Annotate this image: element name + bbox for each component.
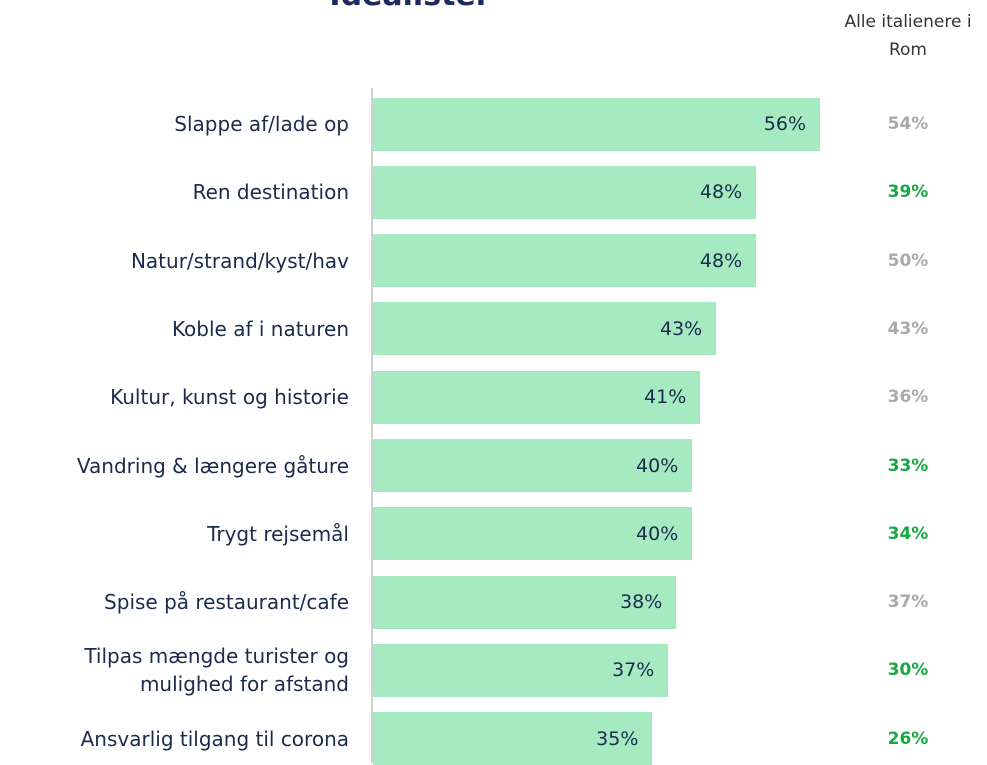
bar-value-label: 35%: [596, 727, 639, 750]
category-label: Ren destination: [192, 180, 349, 205]
bar-value-label: 43%: [659, 317, 703, 340]
comparison-label: 39%: [887, 182, 929, 203]
category-label: Vandring & længere gåture: [76, 453, 349, 478]
bar: [373, 302, 717, 356]
chart-title: Idealister: [260, 0, 560, 13]
category-label: Ansvarlig tilgang til corona: [80, 726, 349, 751]
bar: [373, 507, 693, 561]
bar: [373, 97, 820, 151]
category-label: Kultur, kunst og historie: [110, 385, 349, 410]
bar: [373, 165, 757, 219]
bar-value-label: 38%: [620, 591, 663, 614]
comparison-label: 37%: [887, 592, 929, 613]
category-label: Natur/strand/kyst/hav: [130, 248, 349, 273]
comparison-label: 43%: [887, 318, 929, 339]
category-label: Slappe af/lade op: [174, 112, 349, 136]
comparison-label: 54%: [887, 114, 929, 134]
category-label: Koble af i naturen: [171, 316, 349, 341]
bar: [373, 370, 701, 424]
axis-line: [371, 88, 373, 763]
bar: [373, 234, 757, 288]
bar-value-label: 37%: [612, 659, 655, 682]
comparison-label: 33%: [887, 455, 929, 476]
bar-value-label: 40%: [636, 522, 679, 545]
bar-value-label: 48%: [699, 181, 743, 204]
comparison-header: Alle italienere i Rom: [844, 12, 972, 60]
comparison-label: 26%: [887, 728, 929, 749]
category-label: Trygt rejsemål: [207, 521, 349, 546]
bar: [373, 575, 677, 629]
category-label: Spise på restaurant/cafe: [104, 590, 349, 615]
comparison-label: 36%: [887, 387, 929, 408]
comparison-label: 34%: [887, 523, 929, 544]
bar-value-label: 41%: [644, 386, 687, 409]
category-label: Tilpas mængde turister og mulighed for a…: [84, 644, 349, 697]
bar-value-label: 48%: [699, 249, 743, 272]
bar-value-label: 40%: [636, 454, 679, 477]
bar-value-label: 56%: [763, 113, 806, 135]
comparison-label: 30%: [887, 660, 929, 681]
bar: [373, 712, 653, 765]
bar: [373, 643, 669, 697]
bar: [373, 439, 693, 492]
comparison-label: 50%: [887, 250, 929, 271]
